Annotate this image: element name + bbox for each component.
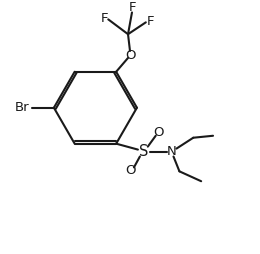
Text: O: O (126, 164, 136, 177)
Text: S: S (139, 144, 148, 159)
Text: O: O (125, 50, 135, 62)
Text: F: F (147, 15, 154, 28)
Text: F: F (129, 1, 137, 14)
Text: F: F (101, 12, 108, 25)
Text: O: O (153, 126, 164, 139)
Text: N: N (167, 145, 176, 158)
Text: Br: Br (15, 101, 30, 114)
